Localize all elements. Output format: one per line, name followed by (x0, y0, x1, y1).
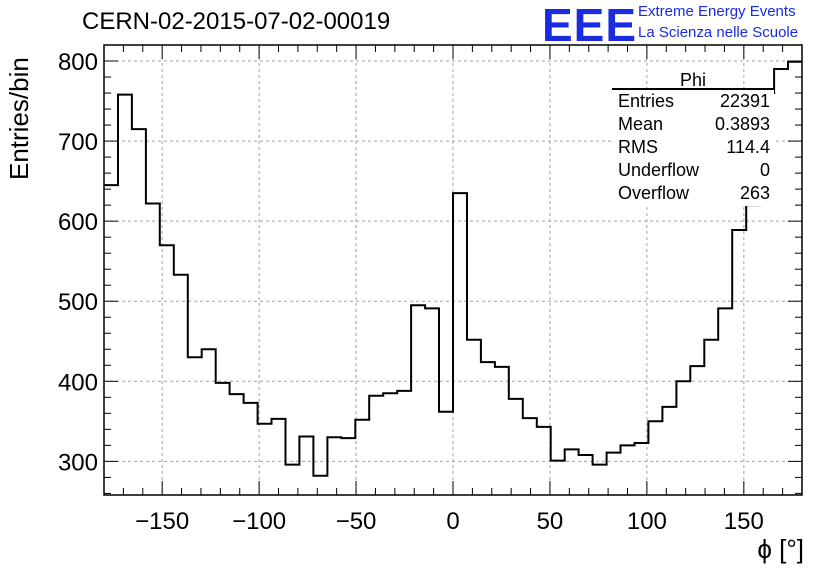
x-tick-label: 150 (724, 508, 764, 535)
histogram-bin (495, 367, 509, 495)
x-axis-label: ϕ [°] (757, 534, 804, 564)
histogram-bin (579, 455, 593, 495)
y-tick-label: 700 (58, 129, 98, 156)
histogram-bin (299, 437, 313, 495)
histogram-bin (383, 393, 397, 495)
histogram-bin (230, 394, 244, 495)
histogram-bin (146, 204, 160, 495)
histogram-bin (355, 420, 369, 495)
histogram-bin (397, 391, 411, 495)
stats-label: Entries (618, 91, 675, 111)
stats-row-entries: Entries 22391 (612, 90, 774, 113)
x-tick-label: 0 (446, 508, 459, 535)
histogram-bin (662, 407, 676, 495)
histogram-bin (327, 437, 341, 495)
y-tick-label: 500 (58, 289, 98, 316)
stats-value: 263 (739, 183, 770, 203)
histogram-bin (774, 69, 788, 495)
histogram-bin (788, 62, 802, 495)
histogram-bin (607, 453, 621, 495)
histogram-bin (313, 476, 327, 495)
histogram-bin (118, 95, 132, 495)
stats-row-underflow: Underflow 0 (612, 159, 774, 182)
stats-row-mean: Mean 0.3893 (612, 113, 774, 136)
histogram-step-line (104, 60, 802, 477)
x-tick-label: 100 (627, 508, 667, 535)
histogram-bin (285, 465, 299, 495)
histogram-bin (341, 438, 355, 495)
histogram-bin (439, 412, 453, 495)
x-tick-label: −50 (336, 508, 377, 535)
histogram-bin (648, 421, 662, 495)
logo-line-2: La Scienza nelle Scuole (638, 24, 799, 41)
stats-row-rms: RMS 114.4 (612, 136, 774, 159)
stats-box-title: Phi (679, 70, 706, 90)
histogram-bin (132, 129, 146, 495)
histogram-bin (690, 366, 704, 495)
logo-line-1: Extreme Energy Events (638, 3, 796, 20)
histogram-bin (188, 357, 202, 495)
stats-label: Mean (618, 114, 664, 134)
histogram-bin (704, 340, 718, 495)
stats-value: 114.4 (726, 137, 770, 157)
histogram-bin (593, 465, 607, 495)
stats-row-overflow: Overflow 263 (612, 182, 774, 205)
histogram-bin (369, 396, 383, 495)
histogram-bin (453, 193, 467, 495)
x-tick-label: −150 (135, 508, 189, 535)
y-tick-label: 300 (58, 449, 98, 476)
y-axis-label: Entries/bin (4, 57, 34, 180)
histogram-bin (537, 427, 551, 495)
stats-value: 22391 (719, 91, 770, 111)
histogram-bin (174, 275, 188, 495)
histogram-bin (634, 443, 648, 495)
histogram-bin (523, 418, 537, 495)
histogram-bin (676, 381, 690, 495)
histogram-bin (746, 205, 760, 495)
histogram-bin (216, 383, 230, 495)
histogram-bin (551, 461, 565, 495)
histogram-bin (732, 230, 746, 495)
histogram-bin (272, 419, 286, 495)
chart-title: CERN-02-2015-07-02-00019 (82, 8, 391, 35)
histogram-bin (104, 185, 118, 495)
histogram-bin (481, 362, 495, 495)
x-tick-label: 50 (537, 508, 564, 535)
stats-value: 0.3893 (714, 114, 770, 134)
y-tick-label: 600 (58, 209, 98, 236)
histogram-bin (621, 445, 635, 495)
y-tick-label: 800 (58, 49, 98, 76)
stats-label: Underflow (618, 160, 700, 180)
histogram-bin (244, 403, 258, 495)
stats-label: Overflow (618, 183, 690, 203)
histogram-bin (509, 399, 523, 495)
stats-label: RMS (618, 137, 658, 157)
histogram-bin (565, 449, 579, 495)
histogram-bin (718, 308, 732, 495)
stats-value: 0 (759, 160, 770, 180)
histogram-bin (425, 308, 439, 495)
x-tick-label: −100 (232, 508, 286, 535)
histogram-bin (160, 245, 174, 495)
histogram-bin (202, 349, 216, 495)
stats-box: Entries 22391 Mean 0.3893 RMS 114.4 Unde… (612, 88, 774, 206)
y-tick-label: 400 (58, 369, 98, 396)
eee-logo: EEE (542, 0, 638, 51)
histogram-bin (258, 424, 272, 495)
histogram-bin (411, 305, 425, 495)
histogram-bin (467, 340, 481, 495)
